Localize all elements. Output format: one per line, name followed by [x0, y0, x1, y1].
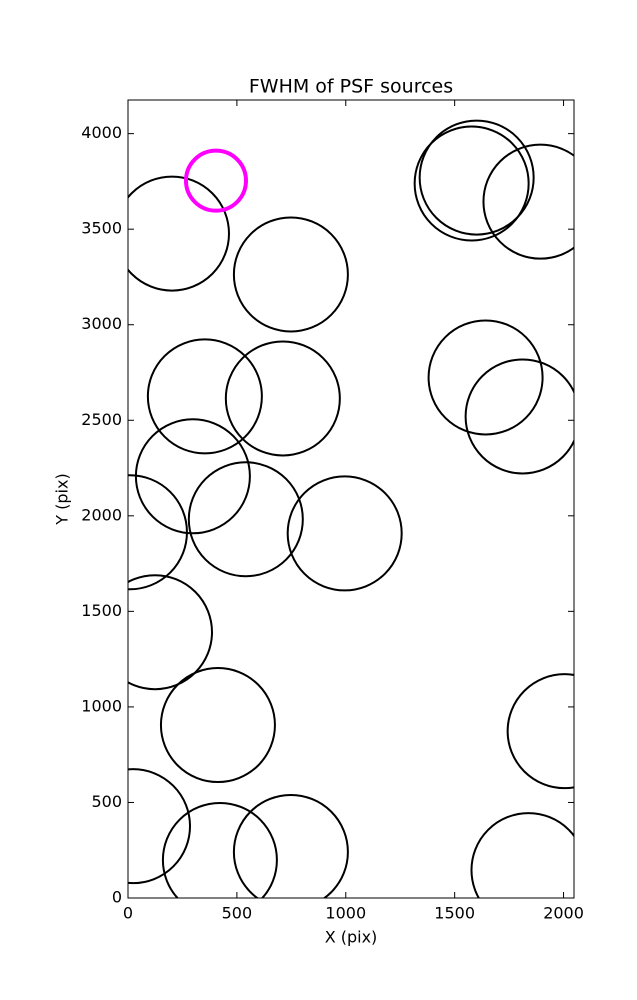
x-tick-label: 2000 — [543, 904, 584, 923]
x-tick-label: 1000 — [325, 904, 366, 923]
source-circle — [183, 148, 248, 213]
y-tick-label: 2000 — [81, 505, 122, 524]
plot-area — [128, 119, 574, 898]
y-tick-label: 4000 — [81, 123, 122, 142]
x-axis-label: X (pix) — [325, 928, 378, 947]
y-tick-label: 2500 — [81, 410, 122, 429]
source-circle — [128, 474, 188, 591]
source-circle — [482, 143, 574, 260]
source-circle — [506, 673, 574, 790]
source-circle — [470, 812, 574, 898]
y-tick-label: 500 — [91, 792, 122, 811]
source-circle — [464, 358, 574, 475]
source-circle — [128, 768, 191, 885]
source-circle — [232, 216, 349, 333]
plot-frame — [127, 99, 575, 899]
source-circle — [413, 125, 530, 242]
source-circle — [146, 338, 263, 455]
x-tick-label: 0 — [123, 904, 133, 923]
source-circle — [187, 461, 304, 578]
source-circle — [128, 574, 213, 691]
chart-title: FWHM of PSF sources — [249, 76, 453, 98]
source-circle — [418, 119, 535, 236]
y-tick-label: 1000 — [81, 696, 122, 715]
y-tick-label: 1500 — [81, 601, 122, 620]
x-tick-label: 1500 — [434, 904, 475, 923]
source-circle — [224, 340, 341, 457]
source-circle — [232, 793, 349, 898]
source-circle — [159, 667, 276, 784]
y-tick-label: 0 — [112, 888, 122, 907]
source-circle — [427, 319, 544, 436]
source-circle — [128, 175, 230, 292]
y-tick-label: 3500 — [81, 219, 122, 238]
x-tick-label: 500 — [222, 904, 253, 923]
source-circle — [161, 801, 278, 898]
source-circle — [286, 475, 403, 592]
y-tick-label: 3000 — [81, 314, 122, 333]
y-axis-label: Y (pix) — [53, 473, 72, 525]
